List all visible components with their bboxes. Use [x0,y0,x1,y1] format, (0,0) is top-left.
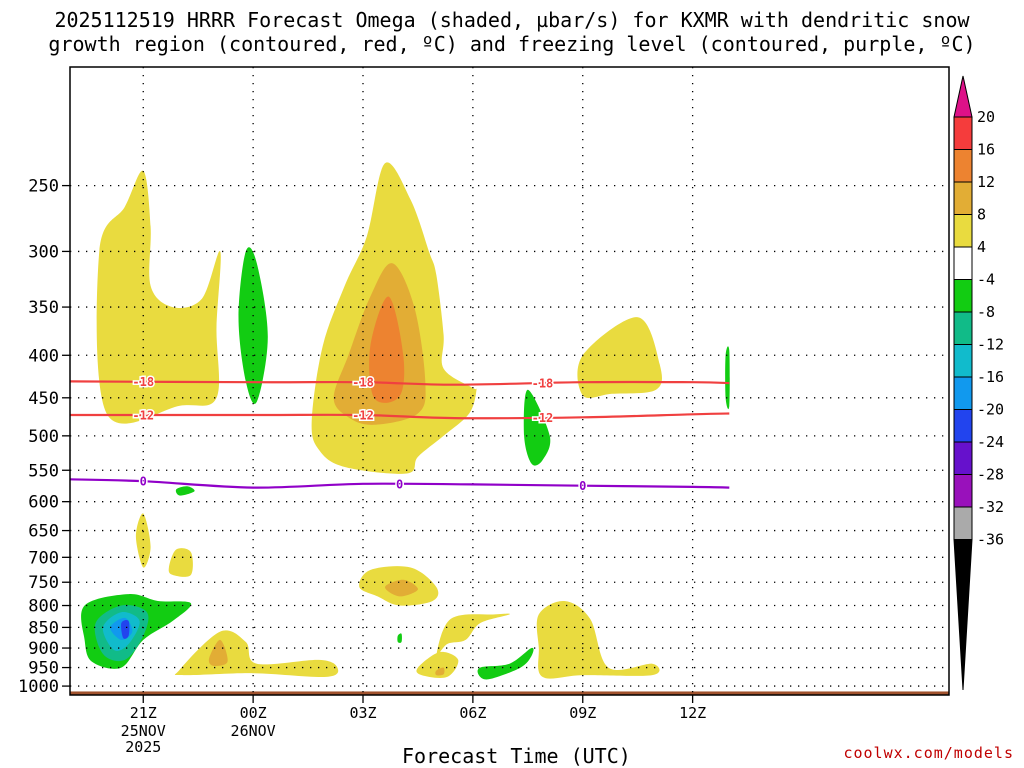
omega-region-18 [174,630,339,678]
colorbar-label: -36 [977,531,1004,549]
colorbar-label: -4 [977,271,995,289]
omega-region-22 [435,667,445,676]
chart-title-line-1: 2025112519 HRRR Forecast Omega (shaded, … [54,8,970,32]
grid-lines [70,67,949,695]
omega-region-3 [369,296,405,403]
colorbar-band-9 [953,409,973,443]
omega-region-10 [168,548,193,577]
axes: 2503003504004505005506006507007508008509… [18,66,950,756]
y-tick-label: 550 [28,461,59,481]
omega-shading [81,162,730,680]
y-tick-label: 800 [28,597,59,617]
terrain-surface [70,691,949,695]
omega-region-0 [96,170,221,424]
x-tick-label: 21Z [130,704,157,722]
colorbar-label: -32 [977,498,1004,516]
contour-line-0 [70,380,730,386]
x-tick-label: 03Z [349,704,376,722]
y-tick-label: 300 [28,242,59,262]
y-tick-label: 350 [28,298,59,318]
omega-region-6 [577,317,662,399]
omega-region-21 [416,651,459,678]
omega-region-25 [536,600,660,679]
omega-colorbar: 20 16 12 8 4 -4 -8 -12 -16 -20 -24 -28 -32 -36 [953,75,1004,691]
colorbar-label: -16 [977,368,1004,386]
colorbar-under-triangle [953,539,973,691]
contour-line-2 [70,478,730,489]
y-tick-label: 400 [28,346,59,366]
colorbar-label: 12 [977,173,995,191]
contour-label: -12 [132,409,154,423]
y-tick-label: 950 [28,659,59,679]
x-tick-label: 09Z [569,704,596,722]
y-tick-label: 850 [28,618,59,638]
contour-line-1 [70,412,730,420]
colorbar-band-5 [953,279,973,313]
colorbar-label: -8 [977,303,995,321]
chart-title-line-2: growth region (contoured, red, ºC) and f… [48,32,976,56]
omega-region-24 [397,633,402,643]
omega-region-4 [238,247,268,404]
x-tick-label: 06Z [459,704,486,722]
colorbar-band-1 [953,149,973,183]
omega-region-20 [436,613,510,657]
colorbar-label: -12 [977,336,1004,354]
x-tick-label: 12Z [679,704,706,722]
site-credit: coolwx.com/models [843,744,1014,762]
contour-label: -18 [132,375,154,389]
temperature-contours: -18 -18 -18 -12 -12 -12 0 0 0 [70,374,730,495]
x-axis-title: Forecast Time (UTC) [402,744,631,768]
omega-region-23 [477,647,534,680]
colorbar-over-triangle [953,75,973,118]
colorbar-band-6 [953,311,973,345]
colorbar-label: -28 [977,466,1004,484]
contour-label: 0 [396,477,403,491]
colorbar-band-0 [953,116,973,150]
omega-region-5 [523,389,551,466]
plot-frame [69,66,950,696]
omega-region-8 [175,486,195,496]
contour-label: 0 [579,479,586,493]
x-tick-sublabel: 25NOV [121,722,166,740]
colorbar-label: 8 [977,206,986,224]
y-tick-label: 750 [28,573,59,593]
colorbar-label: 20 [977,108,995,126]
contour-label: -12 [352,409,374,423]
y-tick-label: 1000 [18,677,59,697]
colorbar-band-2 [953,181,973,215]
terrain-band [70,691,949,695]
x-tick-sublabel: 26NOV [231,722,276,740]
colorbar-band-11 [953,474,973,508]
y-tick-label: 650 [28,522,59,542]
y-tick-label: 900 [28,639,59,659]
omega-region-17 [121,619,130,639]
colorbar-band-3 [953,214,973,248]
contour-label: -18 [352,376,374,390]
contour-label: -18 [532,377,554,391]
contour-label: -12 [532,411,554,425]
y-tick-label: 500 [28,427,59,447]
x-tick-label: 00Z [240,704,267,722]
omega-region-19 [208,639,228,666]
omega-region-9 [135,513,151,568]
x-tick-sublabel: 2025 [125,738,161,756]
colorbar-label: -24 [977,433,1004,451]
colorbar-label: 16 [977,141,995,159]
colorbar-label: -20 [977,401,1004,419]
colorbar-band-10 [953,441,973,475]
colorbar-label: 4 [977,238,986,256]
y-tick-label: 450 [28,389,59,409]
colorbar-band-12 [953,506,973,540]
y-tick-label: 600 [28,493,59,513]
contour-label: 0 [140,475,147,489]
colorbar-band-8 [953,376,973,410]
y-tick-label: 700 [28,548,59,568]
omega-region-7 [725,346,730,410]
y-tick-label: 250 [28,177,59,197]
colorbar-band-7 [953,344,973,378]
omega-region-12 [384,579,418,597]
colorbar-band-4 [953,246,973,280]
